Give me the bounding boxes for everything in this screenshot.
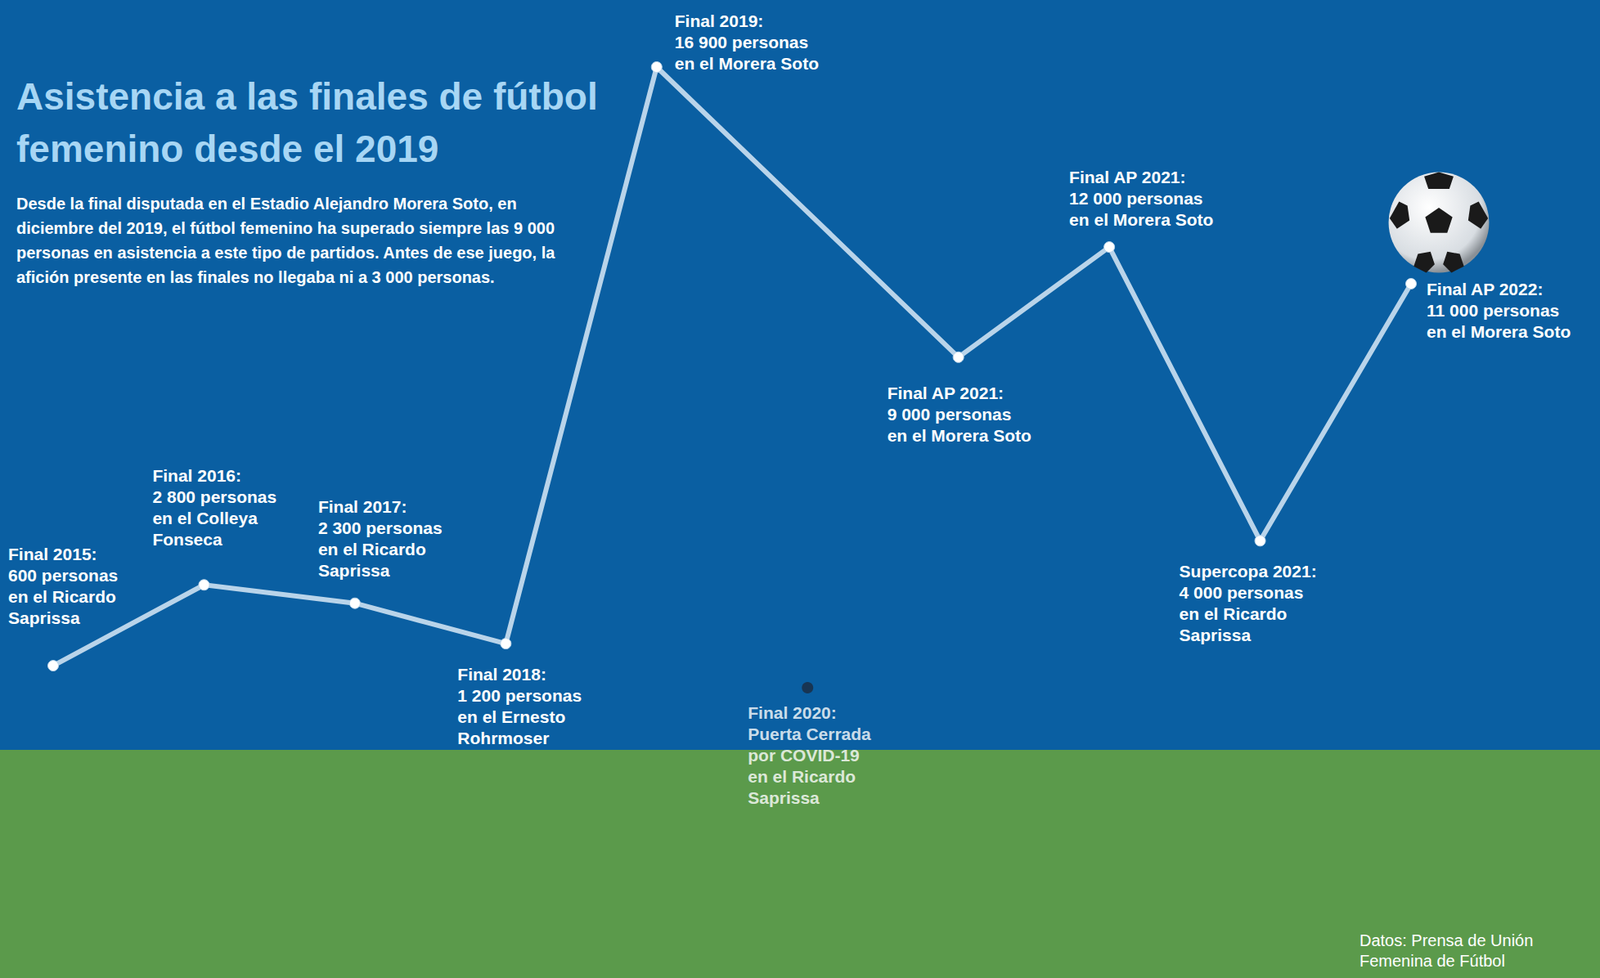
svg-text:16 900 personas: 16 900 personas bbox=[674, 32, 809, 52]
html-text:Datos: Prensa de Unión Femenin: Datos: Prensa de Unión Femenina de Fútbo… bbox=[1359, 931, 1534, 971]
html-text:Desde la final disputada en el: Desde la final disputada en el Estadio A… bbox=[16, 194, 555, 287]
svg-text:Final AP 2021:: Final AP 2021: bbox=[887, 383, 1004, 403]
svg-text:en el Morera Soto: en el Morera Soto bbox=[1426, 322, 1571, 342]
svg-text:2 300 personas: 2 300 personas bbox=[318, 518, 443, 538]
svg-text:en el Morera Soto: en el Morera Soto bbox=[1069, 210, 1214, 230]
svg-text:Final 2018:: Final 2018: bbox=[457, 665, 547, 684]
svg-text:en el Ricardo: en el Ricardo bbox=[1179, 604, 1288, 624]
svg-text:Final 2016:: Final 2016: bbox=[152, 466, 242, 486]
svg-text:Supercopa 2021:: Supercopa 2021: bbox=[1179, 561, 1317, 581]
svg-text:Saprissa: Saprissa bbox=[318, 561, 391, 580]
svg-text:Final 2015:: Final 2015: bbox=[8, 544, 98, 564]
svg-text:1 200 personas: 1 200 personas bbox=[457, 686, 582, 706]
svg-text:12 000 personas: 12 000 personas bbox=[1069, 188, 1203, 208]
svg-text:Final AP 2022:: Final AP 2022: bbox=[1426, 279, 1543, 299]
svg-text:en el Ricardo: en el Ricardo bbox=[8, 587, 117, 607]
svg-text:Fonseca: Fonseca bbox=[152, 530, 223, 549]
svg-text:11 000 personas: 11 000 personas bbox=[1426, 301, 1560, 320]
svg-text:Final AP 2021:: Final AP 2021: bbox=[1069, 167, 1186, 187]
svg-text:Saprissa: Saprissa bbox=[1179, 625, 1252, 645]
svg-text:2 800 personas: 2 800 personas bbox=[152, 487, 277, 507]
svg-text:Saprissa: Saprissa bbox=[747, 788, 820, 808]
svg-text:Rohrmoser: Rohrmoser bbox=[457, 728, 549, 748]
html-text:Asistencia a las finales de fú: Asistencia a las finales de fútbol femen… bbox=[16, 75, 598, 171]
svg-text:9 000 personas: 9 000 personas bbox=[887, 404, 1012, 424]
svg-text:Final 2017:: Final 2017: bbox=[318, 497, 408, 517]
svg-text:Final 2019:: Final 2019: bbox=[674, 11, 765, 31]
svg-text:Saprissa: Saprissa bbox=[8, 608, 81, 628]
svg-text:4 000 personas: 4 000 personas bbox=[1179, 583, 1304, 603]
svg-text:Final 2020:: Final 2020: bbox=[747, 703, 837, 723]
svg-text:en el Ernesto: en el Ernesto bbox=[457, 707, 566, 727]
svg-text:en el Morera Soto: en el Morera Soto bbox=[887, 426, 1032, 445]
svg-text:Puerta Cerrada: Puerta Cerrada bbox=[747, 724, 872, 744]
svg-text:en el Ricardo: en el Ricardo bbox=[318, 539, 427, 559]
svg-text:600 personas: 600 personas bbox=[8, 566, 118, 585]
svg-text:en el Ricardo: en el Ricardo bbox=[747, 767, 856, 787]
svg-text:por COVID-19: por COVID-19 bbox=[747, 746, 860, 765]
svg-text:en el Colleya: en el Colleya bbox=[152, 508, 258, 528]
svg-text:en el Morera Soto: en el Morera Soto bbox=[674, 53, 819, 73]
